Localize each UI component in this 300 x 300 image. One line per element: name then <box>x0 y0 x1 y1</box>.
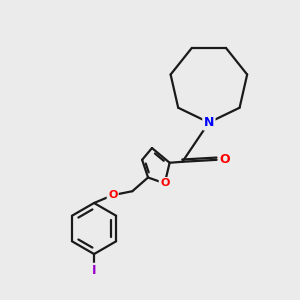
Text: I: I <box>92 264 96 277</box>
Text: O: O <box>219 153 230 166</box>
Text: O: O <box>160 178 169 188</box>
Text: O: O <box>108 190 117 200</box>
Text: N: N <box>204 116 214 129</box>
